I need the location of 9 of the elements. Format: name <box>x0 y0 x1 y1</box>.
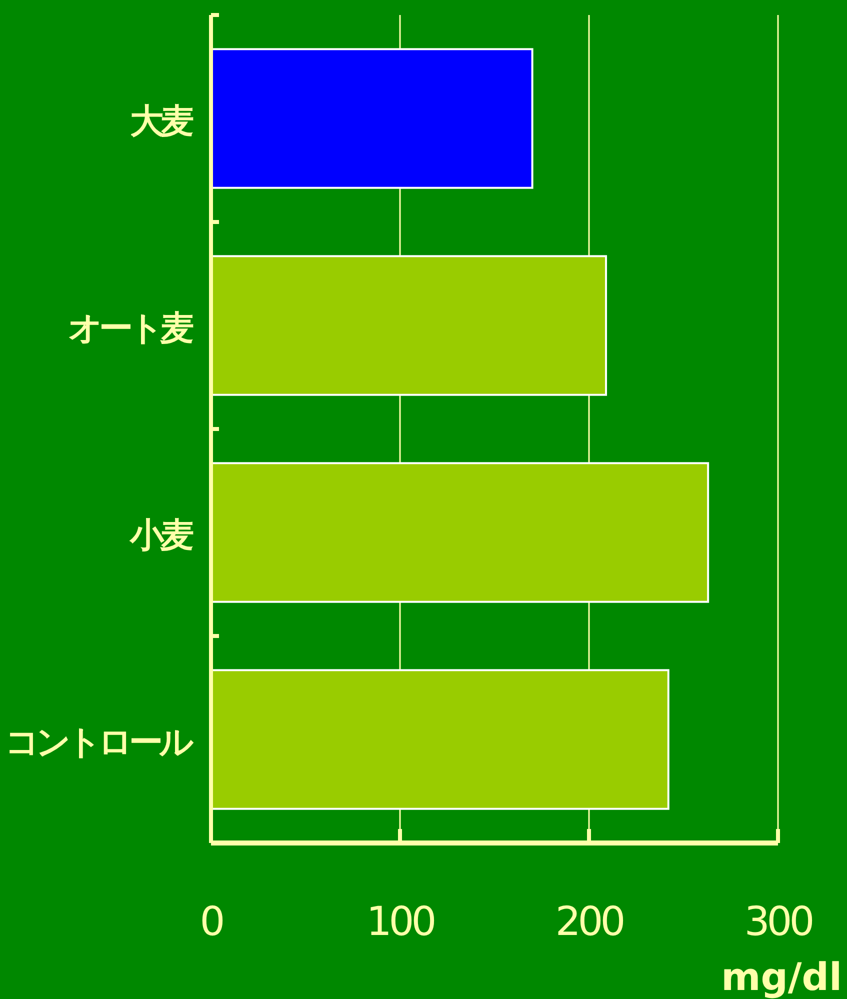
y-tick-label: 小麦 <box>129 516 194 556</box>
x-tick-label: 300 <box>744 899 812 945</box>
y-tick-label: オート麦 <box>68 308 194 348</box>
x-tick-label: 100 <box>366 899 434 945</box>
y-tick-label: 大麦 <box>130 102 194 142</box>
y-tick-label: コントロール <box>5 722 194 762</box>
x-tick-label: 0 <box>200 899 223 945</box>
x-axis-title: mg/dl <box>721 955 842 999</box>
x-tick-label: 200 <box>555 899 624 945</box>
